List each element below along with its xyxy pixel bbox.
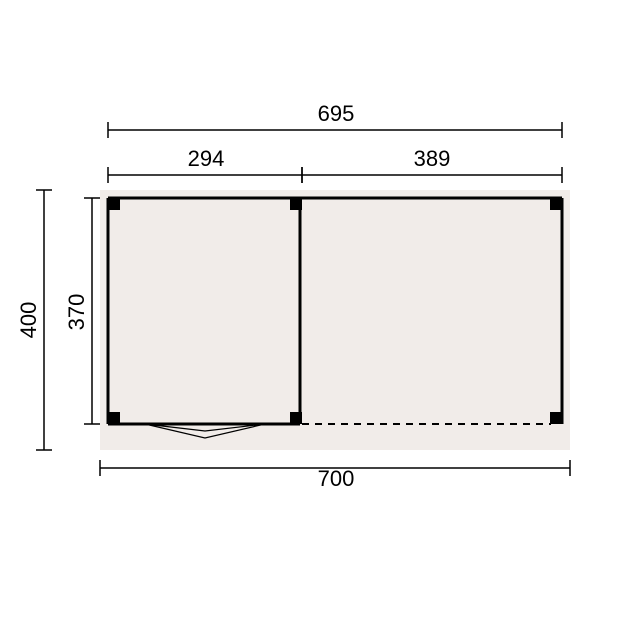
post-2	[550, 198, 562, 210]
post-4	[290, 412, 302, 424]
floorplan-diagram: 695 294 389 700 400 370	[0, 0, 620, 620]
post-0	[108, 198, 120, 210]
post-5	[550, 412, 562, 424]
post-3	[108, 412, 120, 424]
plan-footprint	[100, 190, 570, 450]
dim-top_right-label: 389	[414, 146, 451, 171]
dim-bottom-label: 700	[318, 466, 355, 491]
post-1	[290, 198, 302, 210]
dim-top_total-label: 695	[318, 101, 355, 126]
dim-top_left-label: 294	[188, 146, 225, 171]
dim-left_inner-label: 370	[64, 294, 89, 331]
dim-left_total-label: 400	[16, 302, 41, 339]
